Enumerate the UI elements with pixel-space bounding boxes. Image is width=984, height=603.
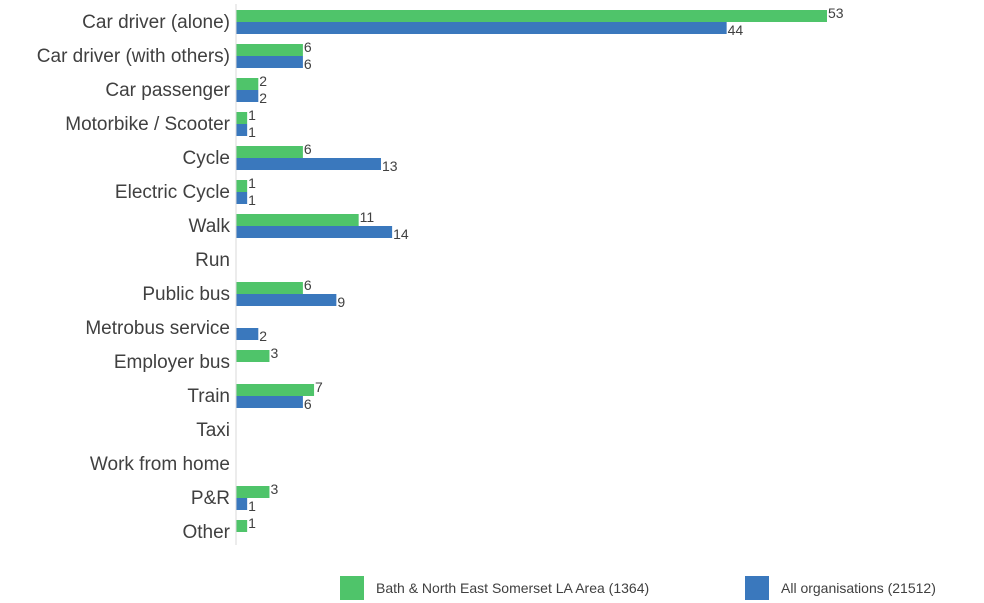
bar-bath-cycle [236, 146, 303, 158]
data-label-bath-p-r: 3 [270, 481, 278, 497]
legend-label-all: All organisations (21512) [781, 580, 936, 596]
category-label-metrobus-service: Metrobus service [85, 318, 230, 339]
category-label-p-r: P&R [191, 488, 230, 509]
data-label-bath-car-driver-alone: 53 [828, 5, 844, 21]
category-label-train: Train [187, 386, 230, 407]
legend-swatch-bath [340, 576, 364, 600]
data-label-bath-other: 1 [248, 515, 256, 531]
legend: Bath & North East Somerset LA Area (1364… [340, 576, 936, 600]
category-labels: Car driver (alone) Car driver (with other… [37, 12, 231, 543]
data-label-bath-employer-bus: 3 [270, 345, 278, 361]
category-label-run: Run [195, 250, 230, 271]
bar-bath-car-driver-with-others [236, 44, 303, 56]
bar-bath-car-driver-alone [236, 10, 827, 22]
data-label-bath-walk: 11 [360, 209, 375, 225]
category-label-other: Other [182, 522, 230, 543]
bar-all-electric-cycle [236, 192, 248, 204]
data-label-all-electric-cycle: 1 [248, 192, 256, 208]
bar-bath-walk [236, 214, 359, 226]
bar-all-metrobus-service [236, 328, 259, 340]
bar-bath-electric-cycle [236, 180, 248, 192]
bar-bath-motorbike-scooter [236, 112, 248, 124]
data-label-bath-cycle: 6 [304, 141, 312, 157]
bar-bath-public-bus [236, 282, 303, 294]
bar-bath-p-r [236, 486, 270, 498]
data-label-all-car-driver-with-others: 6 [304, 56, 312, 72]
category-label-car-driver-alone: Car driver (alone) [82, 12, 230, 33]
category-label-employer-bus: Employer bus [114, 352, 230, 373]
bar-all-public-bus [236, 294, 337, 306]
legend-label-bath: Bath & North East Somerset LA Area (1364… [376, 580, 649, 596]
category-label-public-bus: Public bus [142, 284, 230, 305]
data-label-all-car-driver-alone: 44 [728, 22, 744, 38]
category-label-electric-cycle: Electric Cycle [115, 182, 230, 203]
bars-layer [236, 10, 827, 532]
bar-all-p-r [236, 498, 248, 510]
bar-bath-other [236, 520, 248, 532]
bar-bath-car-passenger [236, 78, 259, 90]
bar-all-train [236, 396, 303, 408]
category-label-car-passenger: Car passenger [105, 80, 230, 101]
data-label-all-public-bus: 9 [337, 294, 345, 310]
bar-bath-employer-bus [236, 350, 270, 362]
bar-bath-train [236, 384, 315, 396]
data-label-bath-public-bus: 6 [304, 277, 312, 293]
bar-all-cycle [236, 158, 381, 170]
data-label-all-car-passenger: 2 [259, 90, 267, 106]
data-label-all-cycle: 13 [382, 158, 398, 174]
bar-all-motorbike-scooter [236, 124, 248, 136]
category-label-motorbike-scooter: Motorbike / Scooter [65, 114, 230, 135]
bar-all-car-driver-with-others [236, 56, 303, 68]
bar-all-car-passenger [236, 90, 259, 102]
data-label-all-metrobus-service: 2 [259, 328, 267, 344]
data-label-all-train: 6 [304, 396, 312, 412]
data-label-bath-train: 7 [315, 379, 323, 395]
data-label-all-p-r: 1 [248, 498, 256, 514]
category-label-walk: Walk [188, 216, 230, 237]
data-label-all-walk: 14 [393, 226, 409, 242]
legend-swatch-all [745, 576, 769, 600]
bar-all-car-driver-alone [236, 22, 727, 34]
category-label-taxi: Taxi [196, 420, 230, 441]
data-label-bath-car-driver-with-others: 6 [304, 39, 312, 55]
category-label-cycle: Cycle [182, 148, 230, 169]
data-label-bath-electric-cycle: 1 [248, 175, 256, 191]
category-label-car-driver-with-others: Car driver (with others) [37, 46, 230, 67]
category-label-work-from-home: Work from home [90, 454, 230, 475]
data-label-bath-motorbike-scooter: 1 [248, 107, 256, 123]
data-label-bath-car-passenger: 2 [259, 73, 267, 89]
data-label-all-motorbike-scooter: 1 [248, 124, 256, 140]
bar-all-walk [236, 226, 393, 238]
